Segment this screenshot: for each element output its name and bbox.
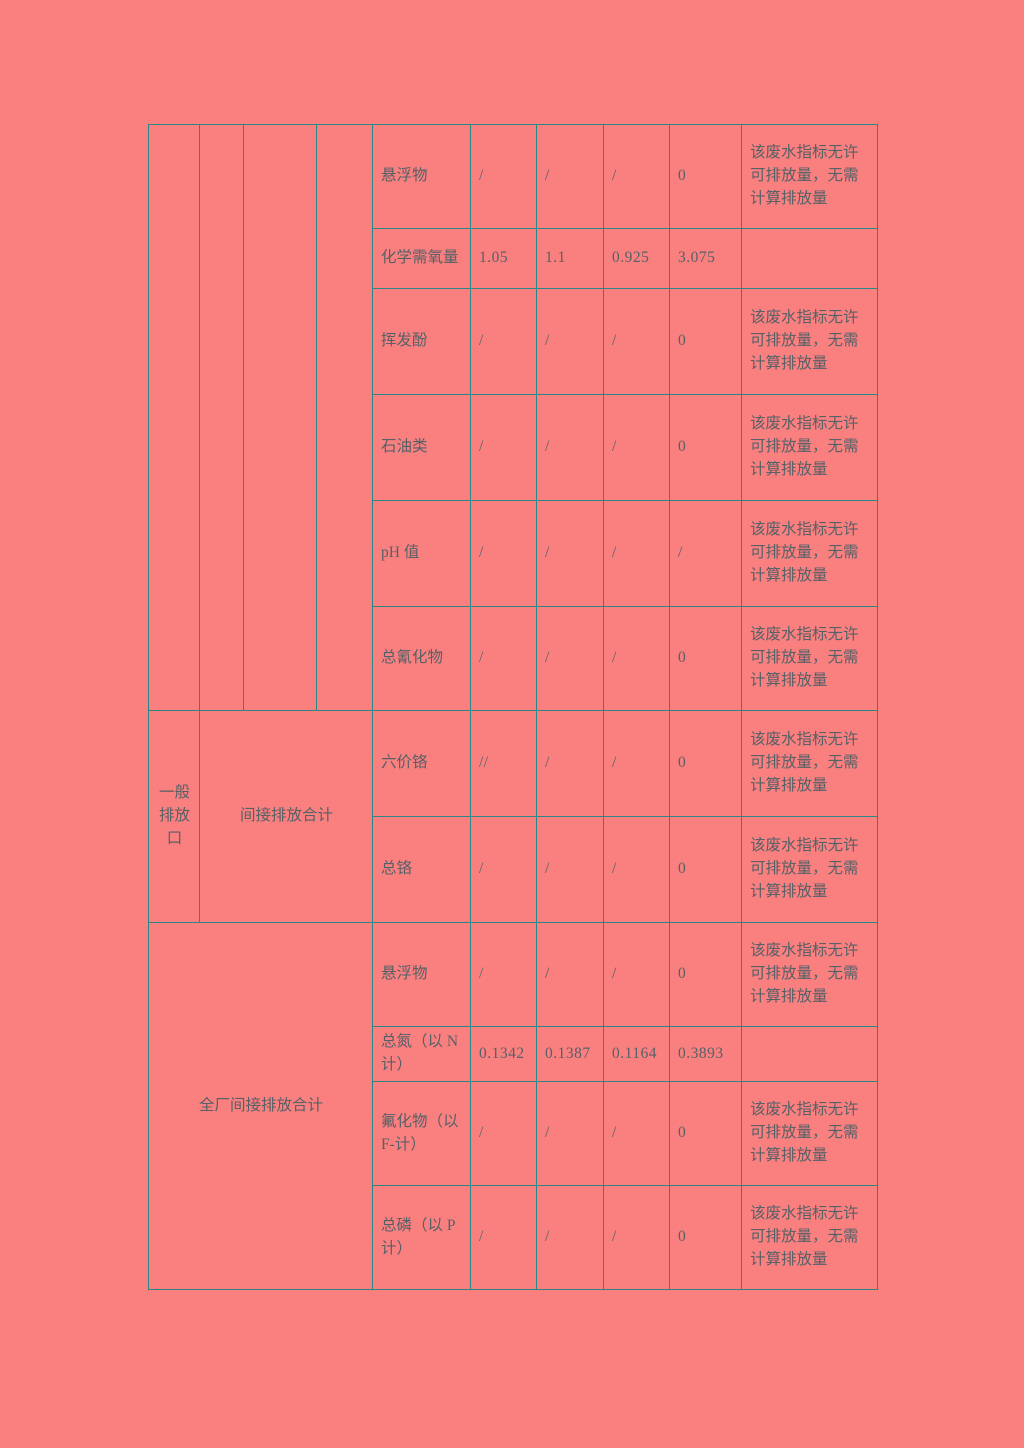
value-cell-2: / [536, 606, 604, 711]
table-row: 化学需氧量 1.05 1.1 0.925 3.075 [149, 228, 878, 289]
remark-cell: 该废水指标无许可排放量，无需计算排放量 [741, 288, 878, 395]
table-row: 总氰化物 / / / 0 该废水指标无许可排放量，无需计算排放量 [149, 606, 878, 711]
table-row: 全厂间接排放合计 悬浮物 / / / 0 该废水指标无许可排放量，无需计算排放量 [148, 922, 878, 1290]
value-cell-3: / [603, 288, 670, 395]
value-cell-1: 1.05 [470, 228, 537, 289]
pollutant-name: 石油类 [372, 394, 471, 501]
value-cell-3: / [603, 1185, 670, 1290]
table-row: 一般排放口 间接排放合计 六价铬 // / / 0 该废水指标无许可排放量，无需… [148, 710, 878, 923]
table-row: 悬浮物 / / / 0 该废水指标无许可排放量，无需计算排放量 [148, 124, 878, 711]
value-cell-2: / [536, 1185, 604, 1290]
value-cell-3: / [603, 816, 670, 923]
value-cell-1: / [470, 1185, 537, 1290]
value-cell-3: / [603, 606, 670, 711]
value-cell-3: / [603, 1081, 670, 1186]
remark-cell: 该废水指标无许可排放量，无需计算排放量 [741, 922, 878, 1027]
remark-cell: 该废水指标无许可排放量，无需计算排放量 [741, 124, 878, 229]
value-cell-4: 0.3893 [669, 1026, 742, 1082]
value-cell-2: 1.1 [536, 228, 604, 289]
value-cell-3: / [603, 394, 670, 501]
value-cell-3: / [603, 710, 670, 817]
value-cell-1: / [470, 124, 537, 229]
value-cell-3: / [603, 500, 670, 607]
value-cell-3: / [603, 922, 670, 1027]
pollutant-name: 总铬 [372, 816, 471, 923]
value-cell-2: 0.1387 [536, 1026, 604, 1082]
pollutant-name: 挥发酚 [372, 288, 471, 395]
table-row: 氟化物（以 F-计） / / / 0 该废水指标无许可排放量，无需计算排放量 [149, 1081, 878, 1186]
value-cell-2: / [536, 500, 604, 607]
value-cell-2: / [536, 922, 604, 1027]
remark-cell: 该废水指标无许可排放量，无需计算排放量 [741, 500, 878, 607]
value-cell-4: 0 [669, 1185, 742, 1290]
value-cell-1: / [470, 500, 537, 607]
value-cell-4: / [669, 500, 742, 607]
remark-cell: 该废水指标无许可排放量，无需计算排放量 [741, 1081, 878, 1186]
value-cell-2: / [536, 816, 604, 923]
value-cell-4: 3.075 [669, 228, 742, 289]
summary-scope-label: 间接排放合计 [199, 710, 373, 923]
plant-total-label: 全厂间接排放合计 [148, 922, 373, 1290]
value-cell-1: / [470, 288, 537, 395]
value-cell-2: / [536, 710, 604, 817]
remark-cell: 该废水指标无许可排放量，无需计算排放量 [741, 394, 878, 501]
table-row: 总磷（以 P 计） / / / 0 该废水指标无许可排放量，无需计算排放量 [149, 1185, 878, 1290]
value-cell-4: 0 [669, 124, 742, 229]
value-cell-1: / [470, 394, 537, 501]
value-cell-4: 0 [669, 288, 742, 395]
continuation-cell-1 [148, 124, 200, 711]
value-cell-1: / [470, 816, 537, 923]
pollutant-name: 总氰化物 [372, 606, 471, 711]
value-cell-2: / [536, 1081, 604, 1186]
value-cell-1: 0.1342 [470, 1026, 537, 1082]
pollutant-name: 六价铬 [372, 710, 471, 817]
value-cell-2: / [536, 124, 604, 229]
pollutant-name: pH 值 [372, 500, 471, 607]
value-cell-1: / [470, 922, 537, 1027]
table-row: 石油类 / / / 0 该废水指标无许可排放量，无需计算排放量 [149, 394, 878, 501]
remark-cell: 该废水指标无许可排放量，无需计算排放量 [741, 816, 878, 923]
value-cell-3: / [603, 124, 670, 229]
value-cell-2: / [536, 394, 604, 501]
remark-cell [741, 1026, 878, 1082]
table-row: 总氮（以 N 计） 0.1342 0.1387 0.1164 0.3893 [149, 1026, 878, 1082]
value-cell-4: 0 [669, 394, 742, 501]
pollutant-name: 总磷（以 P 计） [372, 1185, 471, 1290]
value-cell-4: 0 [669, 606, 742, 711]
value-cell-4: 0 [669, 1081, 742, 1186]
continuation-cell-3 [243, 124, 317, 711]
pollutant-name: 总氮（以 N 计） [372, 1026, 471, 1082]
table-row: 总铬 / / / 0 该废水指标无许可排放量，无需计算排放量 [149, 816, 878, 923]
remark-cell: 该废水指标无许可排放量，无需计算排放量 [741, 606, 878, 711]
value-cell-3: 0.925 [603, 228, 670, 289]
remark-cell [741, 228, 878, 289]
pollutant-name: 悬浮物 [372, 922, 471, 1027]
value-cell-1: / [470, 606, 537, 711]
continuation-cell-2 [199, 124, 244, 711]
pollutant-name: 化学需氧量 [372, 228, 471, 289]
outlet-type-label: 一般排放口 [148, 710, 200, 923]
value-cell-2: / [536, 288, 604, 395]
value-cell-1: // [470, 710, 537, 817]
table-row: 挥发酚 / / / 0 该废水指标无许可排放量，无需计算排放量 [149, 288, 878, 395]
pollutant-name: 氟化物（以 F-计） [372, 1081, 471, 1186]
value-cell-1: / [470, 1081, 537, 1186]
emission-permit-table: 悬浮物 / / / 0 该废水指标无许可排放量，无需计算排放量 化学需氧量 1.… [148, 124, 878, 1290]
continuation-cell-4 [316, 124, 373, 711]
value-cell-3: 0.1164 [603, 1026, 670, 1082]
remark-cell: 该废水指标无许可排放量，无需计算排放量 [741, 1185, 878, 1290]
value-cell-4: 0 [669, 922, 742, 1027]
value-cell-4: 0 [669, 710, 742, 817]
pollutant-name: 悬浮物 [372, 124, 471, 229]
remark-cell: 该废水指标无许可排放量，无需计算排放量 [741, 710, 878, 817]
value-cell-4: 0 [669, 816, 742, 923]
